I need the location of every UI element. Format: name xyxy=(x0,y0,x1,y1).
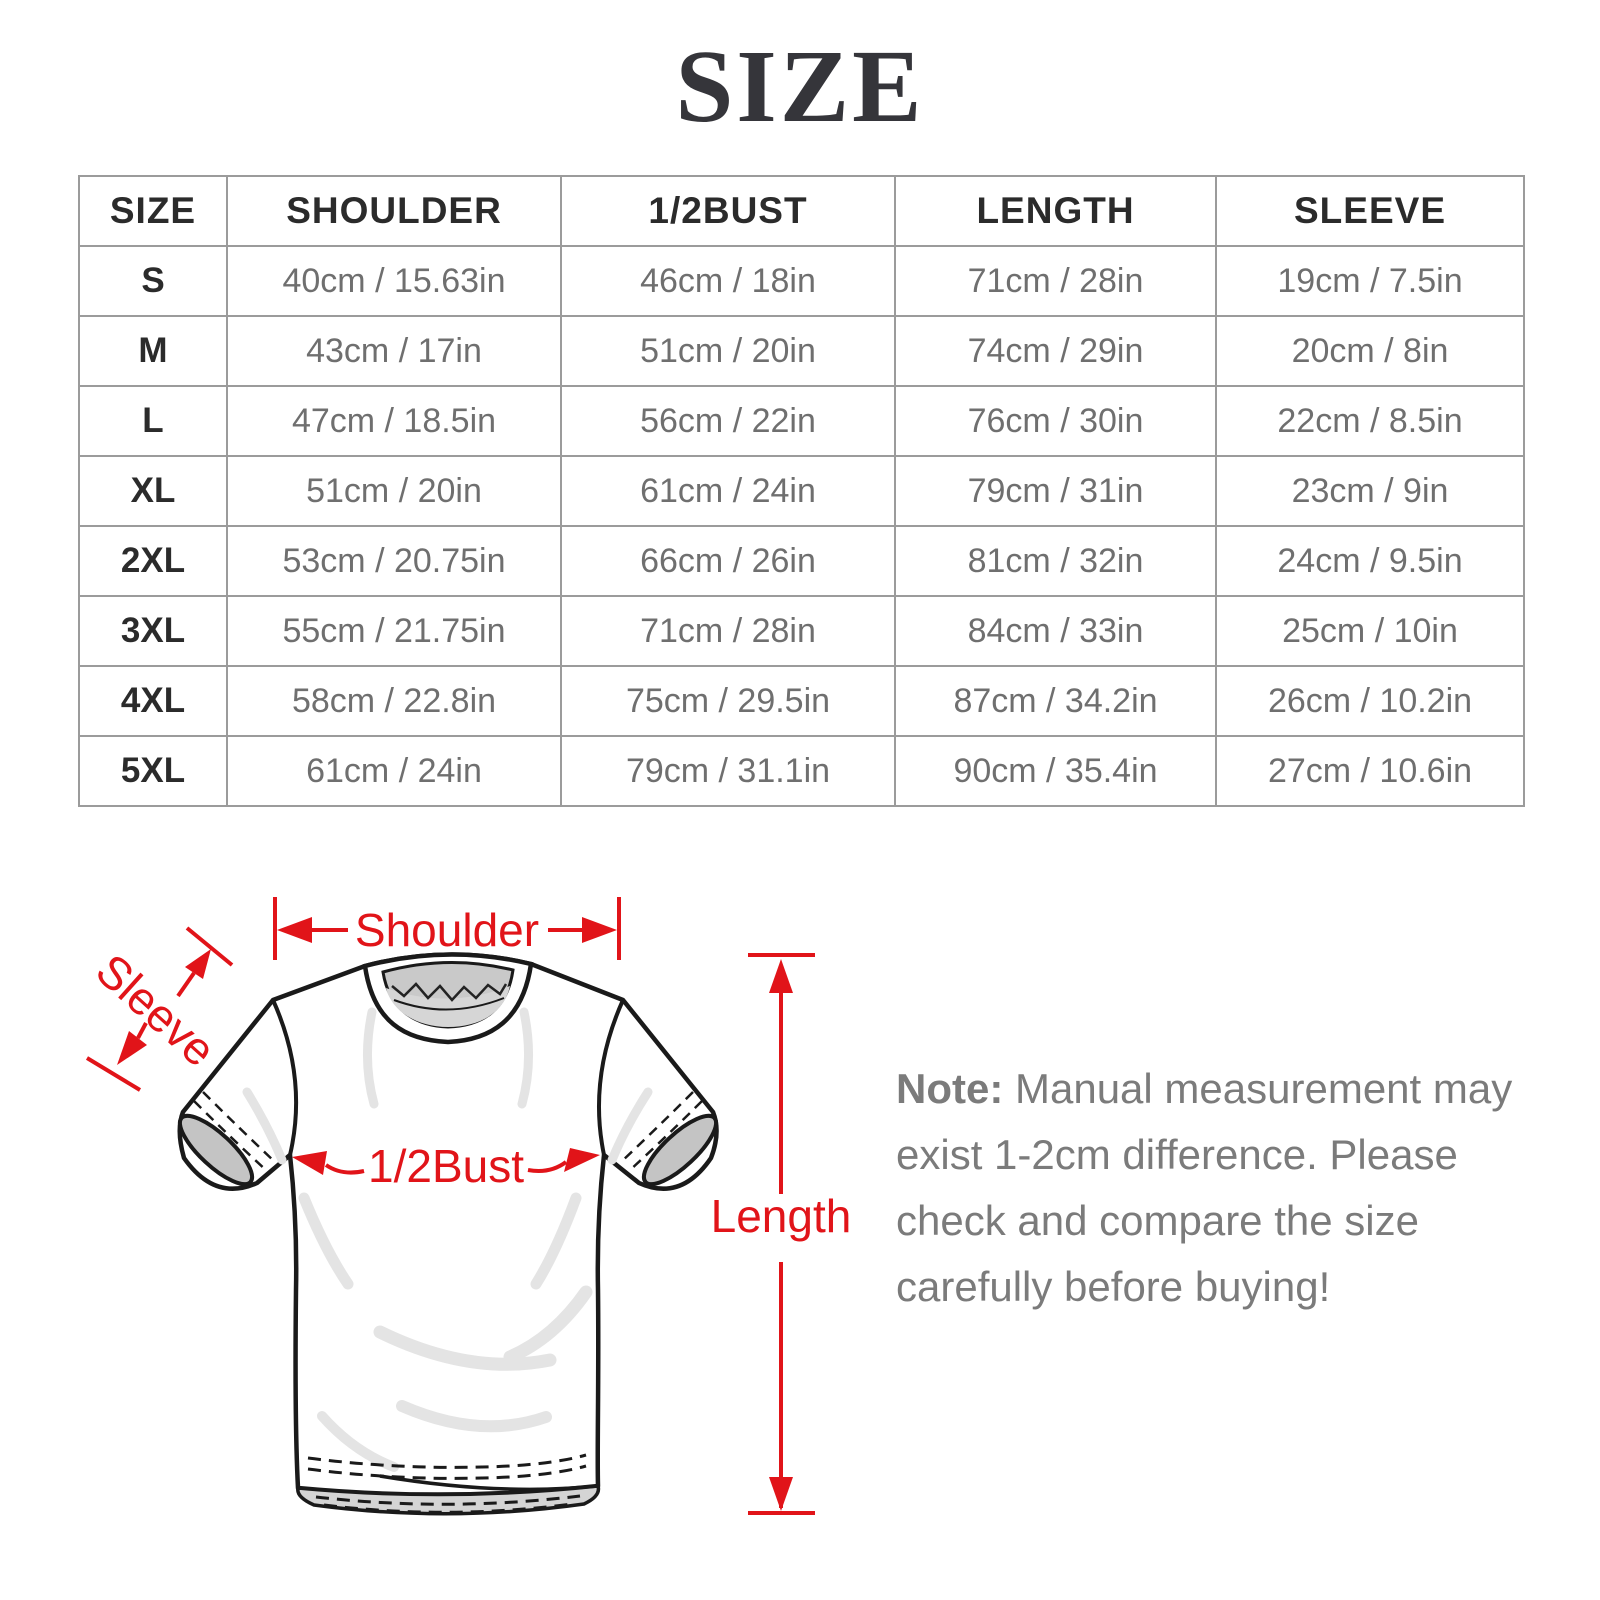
length-cell: 90cm / 35.4in xyxy=(894,735,1217,807)
collar-band-line xyxy=(393,997,505,1011)
note-prefix: Note: xyxy=(896,1065,1004,1112)
shoulder-label: Shoulder xyxy=(355,904,539,956)
sleeve-cell: 24cm / 9.5in xyxy=(1215,525,1525,597)
length-cell: 76cm / 30in xyxy=(894,385,1217,457)
length-cell: 87cm / 34.2in xyxy=(894,665,1217,737)
col-header-bust: 1/2BUST xyxy=(560,175,896,247)
note-line: carefully before buying! xyxy=(896,1263,1331,1310)
shoulder-cell: 53cm / 20.75in xyxy=(226,525,562,597)
sleeve-cell: 23cm / 9in xyxy=(1215,455,1525,527)
wrinkle-shading xyxy=(242,1007,653,1472)
length-label: Length xyxy=(711,1190,852,1242)
arrow-left-icon xyxy=(292,1151,327,1175)
page-title: SIZE xyxy=(675,29,925,144)
col-header-size: SIZE xyxy=(78,175,228,247)
hem-band xyxy=(296,1484,601,1516)
arrow-right-icon xyxy=(564,1148,600,1172)
length-measure: Length xyxy=(711,953,852,1515)
sleeve-measure: Sleeve xyxy=(85,926,234,1092)
arrow-left-icon xyxy=(277,917,312,943)
collar xyxy=(362,952,534,1045)
shoulder-cell: 55cm / 21.75in xyxy=(226,595,562,667)
length-cell: 84cm / 33in xyxy=(894,595,1217,667)
length-cell: 71cm / 28in xyxy=(894,245,1217,317)
shoulder-cell: 61cm / 24in xyxy=(226,735,562,807)
tshirt-illustration xyxy=(177,952,719,1516)
size-cell: M xyxy=(78,315,228,387)
sleeve-cell: 25cm / 10in xyxy=(1215,595,1525,667)
table-row: 3XL 55cm / 21.75in 71cm / 28in 84cm / 33… xyxy=(78,595,1525,667)
table-row: 4XL 58cm / 22.8in 75cm / 29.5in 87cm / 3… xyxy=(78,665,1525,737)
table-row: L 47cm / 18.5in 56cm / 22in 76cm / 30in … xyxy=(78,385,1525,457)
right-armhole-seam xyxy=(596,999,625,1156)
bust-cell: 79cm / 31.1in xyxy=(560,735,896,807)
bust-cell: 56cm / 22in xyxy=(560,385,896,457)
size-table: SIZE SHOULDER 1/2BUST LENGTH SLEEVE S 40… xyxy=(78,175,1525,807)
collar-zigzag-stitch xyxy=(391,982,508,1002)
tshirt-measurement-diagram: Shoulder Sleeve 1/2Bust Length xyxy=(85,897,851,1516)
hem-stitching xyxy=(307,1453,587,1514)
sleeve-cell: 22cm / 8.5in xyxy=(1215,385,1525,457)
note-line: exist 1-2cm difference. Please xyxy=(896,1131,1458,1178)
bust-cell: 46cm / 18in xyxy=(560,245,896,317)
table-header-row: SIZE SHOULDER 1/2BUST LENGTH SLEEVE xyxy=(78,175,1525,247)
size-cell: 3XL xyxy=(78,595,228,667)
shoulder-cell: 51cm / 20in xyxy=(226,455,562,527)
col-header-sleeve: SLEEVE xyxy=(1215,175,1525,247)
bust-label: 1/2Bust xyxy=(368,1140,524,1192)
table-row: M 43cm / 17in 51cm / 20in 74cm / 29in 20… xyxy=(78,315,1525,387)
right-cuff-opening xyxy=(641,1113,719,1187)
bust-cell: 71cm / 28in xyxy=(560,595,896,667)
sleeve-cell: 19cm / 7.5in xyxy=(1215,245,1525,317)
bust-measure: 1/2Bust xyxy=(292,1140,600,1192)
note-line: check and compare the size xyxy=(896,1197,1419,1244)
size-cell: XL xyxy=(78,455,228,527)
left-cuff-opening xyxy=(177,1113,255,1187)
bust-cell: 75cm / 29.5in xyxy=(560,665,896,737)
size-cell: 4XL xyxy=(78,665,228,737)
arrow-down-icon xyxy=(769,1477,793,1511)
shoulder-cell: 47cm / 18.5in xyxy=(226,385,562,457)
sleeve-cell: 27cm / 10.6in xyxy=(1215,735,1525,807)
table-row: S 40cm / 15.63in 46cm / 18in 71cm / 28in… xyxy=(78,245,1525,317)
hem-fold-line xyxy=(379,1474,598,1492)
shoulder-measure: Shoulder xyxy=(273,897,621,960)
sleeve-cell: 20cm / 8in xyxy=(1215,315,1525,387)
left-armhole-seam xyxy=(271,999,299,1156)
arrow-up-icon xyxy=(769,959,793,993)
arrow-right-icon xyxy=(582,917,617,943)
bust-cell: 51cm / 20in xyxy=(560,315,896,387)
bust-cell: 66cm / 26in xyxy=(560,525,896,597)
size-cell: 2XL xyxy=(78,525,228,597)
shoulder-cell: 43cm / 17in xyxy=(226,315,562,387)
bust-cell: 61cm / 24in xyxy=(560,455,896,527)
note-line: Note: Manual measurement may xyxy=(896,1065,1513,1112)
size-cell: L xyxy=(78,385,228,457)
col-header-length: LENGTH xyxy=(894,175,1217,247)
arrow-up-right-icon xyxy=(185,949,211,979)
shoulder-cell: 40cm / 15.63in xyxy=(226,245,562,317)
shoulder-cell: 58cm / 22.8in xyxy=(226,665,562,737)
length-cell: 81cm / 32in xyxy=(894,525,1217,597)
arrow-down-left-icon xyxy=(117,1031,147,1065)
length-cell: 74cm / 29in xyxy=(894,315,1217,387)
note-text: Note: Manual measurement may exist 1-2cm… xyxy=(896,1056,1521,1320)
table-row: 2XL 53cm / 20.75in 66cm / 26in 81cm / 32… xyxy=(78,525,1525,597)
table-row: 5XL 61cm / 24in 79cm / 31.1in 90cm / 35.… xyxy=(78,735,1525,807)
size-cell: 5XL xyxy=(78,735,228,807)
size-cell: S xyxy=(78,245,228,317)
sleeve-cell: 26cm / 10.2in xyxy=(1215,665,1525,737)
length-cell: 79cm / 31in xyxy=(894,455,1217,527)
cuff-stitching xyxy=(193,1091,703,1172)
col-header-shoulder: SHOULDER xyxy=(226,175,562,247)
table-row: XL 51cm / 20in 61cm / 24in 79cm / 31in 2… xyxy=(78,455,1525,527)
